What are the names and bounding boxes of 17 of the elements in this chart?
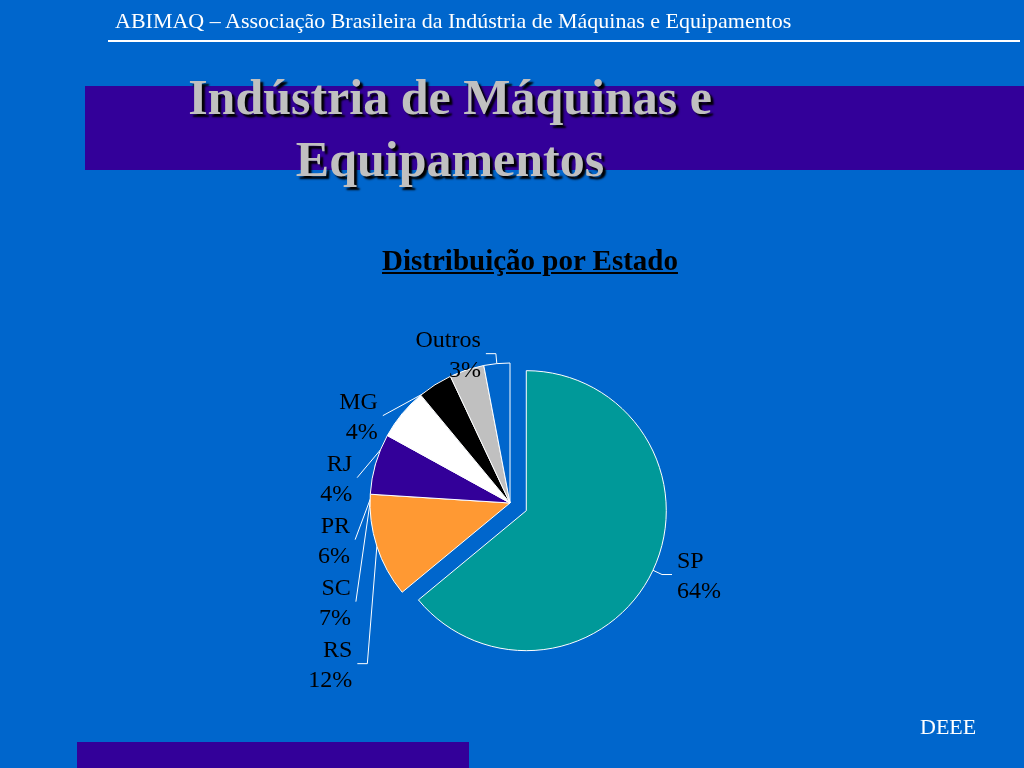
slice-label: PR	[320, 511, 351, 538]
data-label: 4%	[345, 417, 378, 444]
text: ABIMAQ – Associação Brasileira da Indústria de Máquinas e Equipamentos	[115, 8, 792, 34]
chart-subtitle: Distribuição por Estado	[381, 244, 679, 277]
slice-label: MG	[339, 387, 378, 414]
data-label: 4%	[320, 479, 353, 506]
slice-label: SC	[321, 573, 351, 600]
data-label: 6%	[318, 541, 351, 568]
chart-title: Indústria de Máquinas e Equipamentos	[187, 68, 713, 189]
slice-label: Outros	[415, 325, 481, 352]
slice-label: RJ	[326, 449, 353, 476]
text: DEEE	[920, 714, 977, 740]
data-label: 12%	[308, 665, 353, 692]
slice-label: RS	[322, 635, 353, 662]
data-label: 64%	[677, 576, 722, 603]
data-label: 7%	[318, 603, 351, 630]
slice-label: SP	[677, 546, 704, 573]
